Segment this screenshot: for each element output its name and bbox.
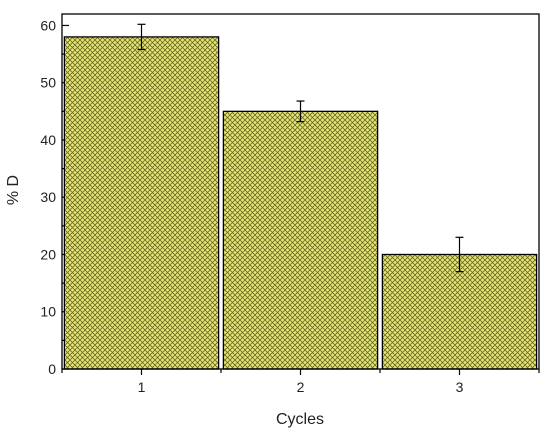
y-tick-label: 20	[40, 246, 56, 262]
y-tick-label: 30	[40, 189, 56, 205]
x-tick-label: 1	[138, 379, 146, 395]
x-axis-title: Cycles	[276, 411, 324, 428]
y-tick-label: 40	[40, 132, 56, 148]
y-tick-label: 60	[40, 17, 56, 33]
x-tick-label: 3	[456, 379, 464, 395]
y-tick-label: 10	[40, 304, 56, 320]
bar-cycle-3	[381, 253, 538, 370]
bar-cycle-2	[222, 110, 379, 370]
y-axis-title: % D	[5, 175, 22, 205]
y-tick-label: 0	[48, 361, 56, 377]
bar-cycle-1	[63, 36, 220, 370]
plot-frame	[61, 13, 540, 370]
x-tick-label: 2	[297, 379, 305, 395]
y-tick-label: 50	[40, 75, 56, 91]
